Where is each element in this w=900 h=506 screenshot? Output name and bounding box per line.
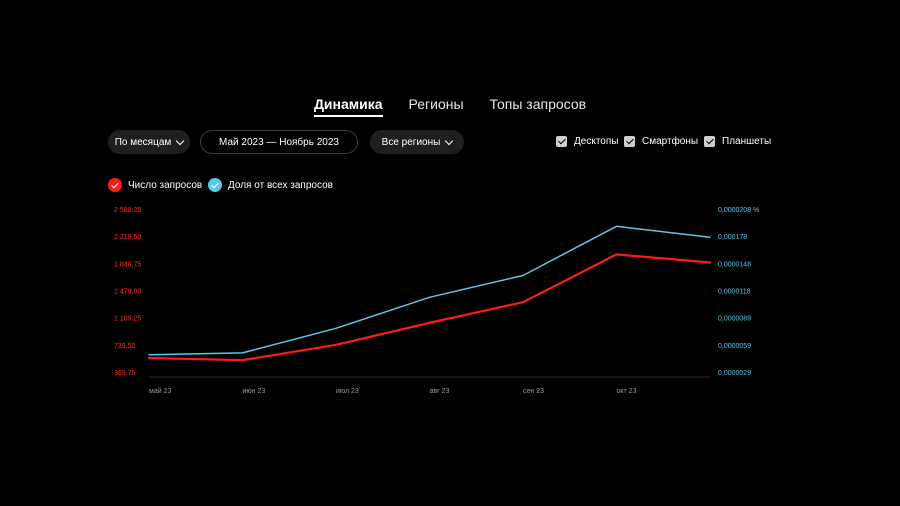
tab-dynamics[interactable]: Динамика (313, 96, 383, 117)
x-tick-label: июн 23 (243, 388, 266, 395)
period-select[interactable]: По месяцам (108, 130, 190, 154)
x-tick-label: июл 23 (336, 388, 359, 395)
date-range-label: Май 2023 — Ноябрь 2023 (219, 136, 339, 148)
y-right-tick-label: 0,0000089 (718, 316, 751, 323)
x-tick-label: авг 23 (430, 388, 450, 395)
smartphone-label: Смартфоны (642, 136, 699, 147)
x-tick-label: сен 23 (523, 388, 544, 395)
check-circle-icon (208, 178, 222, 192)
region-select-label: Все регионы (381, 136, 441, 148)
y-left-tick-label: 739,50 (114, 343, 136, 350)
checkbox-icon (704, 136, 715, 147)
y-left-tick-label: 2 588,25 (114, 207, 141, 214)
region-select[interactable]: Все регионы (370, 130, 464, 154)
desktop-checkbox[interactable]: Десктопы (556, 136, 618, 147)
check-circle-icon (108, 178, 122, 192)
legend-item-share[interactable]: Доля от всех запросов (208, 178, 333, 192)
tablet-checkbox[interactable]: Планшеты (704, 136, 771, 147)
desktop-label: Десктопы (574, 136, 619, 147)
x-tick-label: окт 23 (617, 388, 637, 395)
legend-item-queries[interactable]: Число запросов (108, 178, 202, 192)
y-right-tick-label: 0,0000208 % (718, 207, 759, 214)
y-right-tick-label: 0,0000118 (718, 289, 751, 296)
y-left-tick-label: 1 109,25 (114, 316, 141, 323)
y-right-tick-label: 0,0000029 (718, 370, 751, 377)
period-select-label: По месяцам (114, 136, 172, 148)
tablet-label: Планшеты (722, 136, 772, 147)
x-tick-label: май 23 (149, 387, 171, 395)
legend-label-share: Доля от всех запросов (228, 179, 333, 191)
y-left-tick-label: 2 218,50 (114, 234, 141, 241)
y-right-tick-label: 0,0000059 (718, 343, 751, 350)
tab-top-queries[interactable]: Топы запросов (489, 96, 587, 112)
tab-regions[interactable]: Регионы (408, 96, 464, 112)
date-range-picker[interactable]: Май 2023 — Ноябрь 2023 (200, 130, 358, 154)
y-left-tick-label: 369,75 (114, 370, 136, 377)
legend-label-queries: Число запросов (128, 179, 203, 191)
series-line-share (148, 225, 711, 356)
smartphone-checkbox[interactable]: Смартфоны (624, 136, 698, 147)
checkbox-icon (556, 136, 567, 147)
tab-bar: Динамика Регионы Топы запросов (0, 96, 900, 117)
y-left-tick-label: 1 479,00 (114, 289, 141, 296)
checkbox-icon (624, 136, 635, 147)
y-right-tick-label: 0,0000148 (718, 261, 751, 268)
y-right-tick-label: 0,000178 (718, 234, 747, 241)
series-line-queries (147, 253, 712, 362)
y-left-tick-label: 1 848,75 (114, 261, 141, 268)
